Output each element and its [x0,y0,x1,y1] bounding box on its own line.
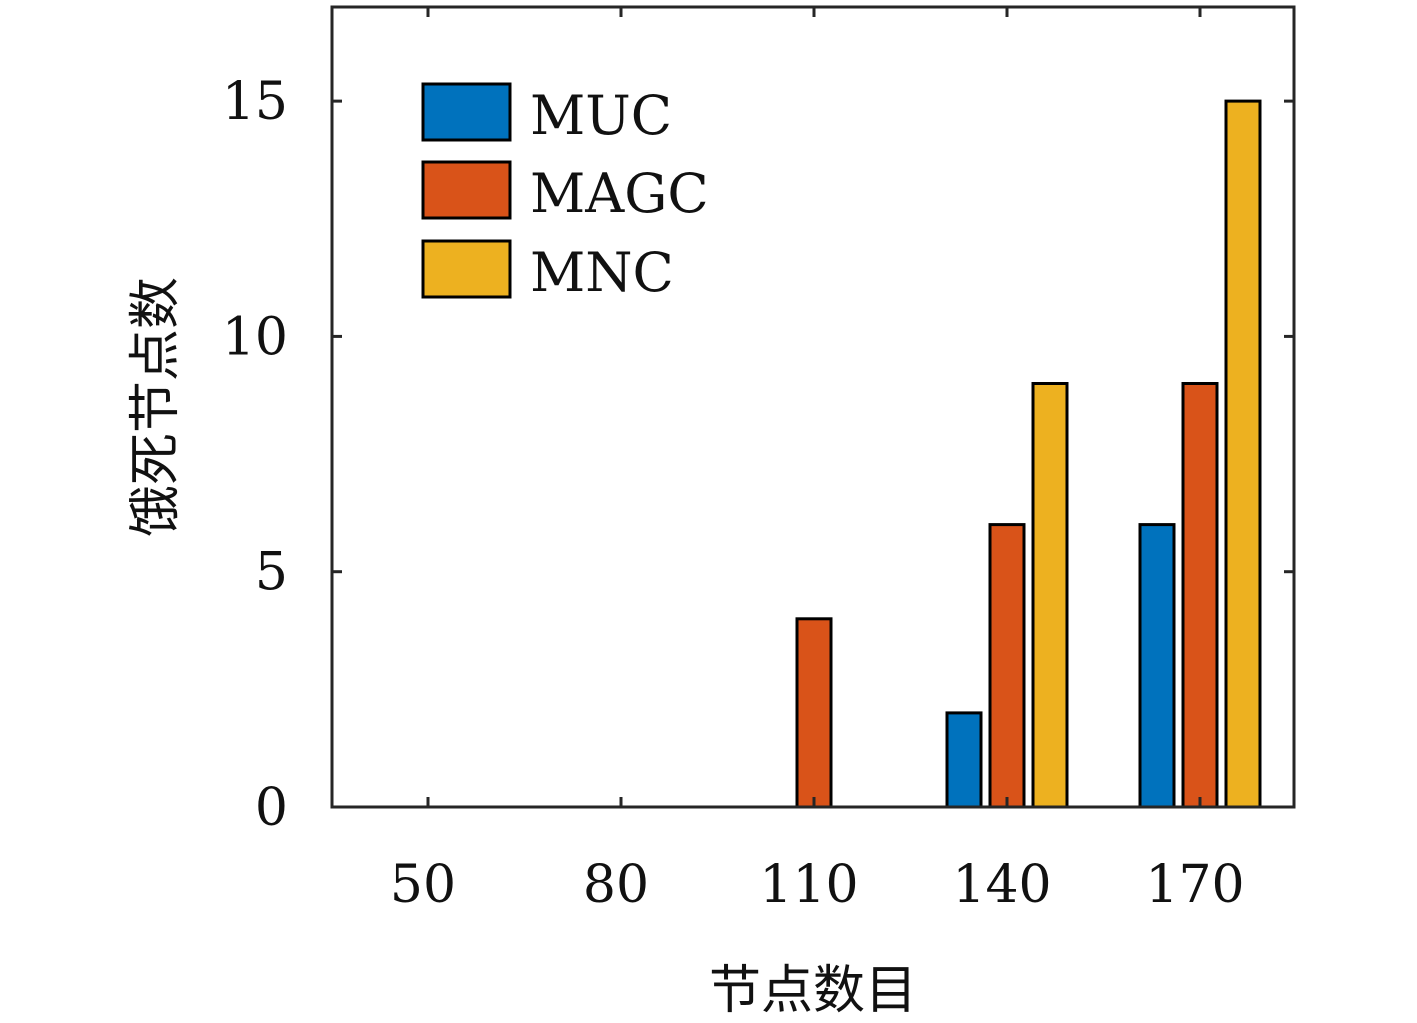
bar-mnc-140 [1031,382,1069,809]
legend: MUC MAGC MNC [421,82,709,304]
bar-muc-170 [1138,523,1176,809]
legend-swatch-mnc [421,239,512,299]
bar-muc-140 [945,711,983,809]
y-tick-label: 10 [222,307,288,367]
legend-label-muc: MUC [530,84,672,147]
ticks-group: 0 5 10 15 50 80 110 140 170 [222,7,1294,915]
bar-magc-140 [988,523,1026,809]
bars-group [795,99,1262,809]
y-axis-title: 饿死节点数 [126,277,186,537]
x-tick-label: 170 [1145,855,1244,915]
x-axis-title: 节点数目 [709,961,917,1021]
bar-mnc-170 [1224,99,1262,809]
x-tick-label: 50 [390,855,456,915]
x-tick-label: 80 [583,855,649,915]
legend-swatch-magc [421,160,512,220]
bar-magc-110 [795,617,833,809]
y-tick-label: 15 [222,72,288,132]
y-tick-label: 0 [255,778,288,838]
bar-magc-170 [1181,382,1219,809]
x-tick-label: 140 [952,855,1051,915]
legend-label-magc: MAGC [530,162,709,225]
legend-swatch-muc [421,82,512,142]
y-tick-label: 5 [255,543,288,603]
x-tick-label: 110 [759,855,858,915]
legend-label-mnc: MNC [530,241,674,304]
